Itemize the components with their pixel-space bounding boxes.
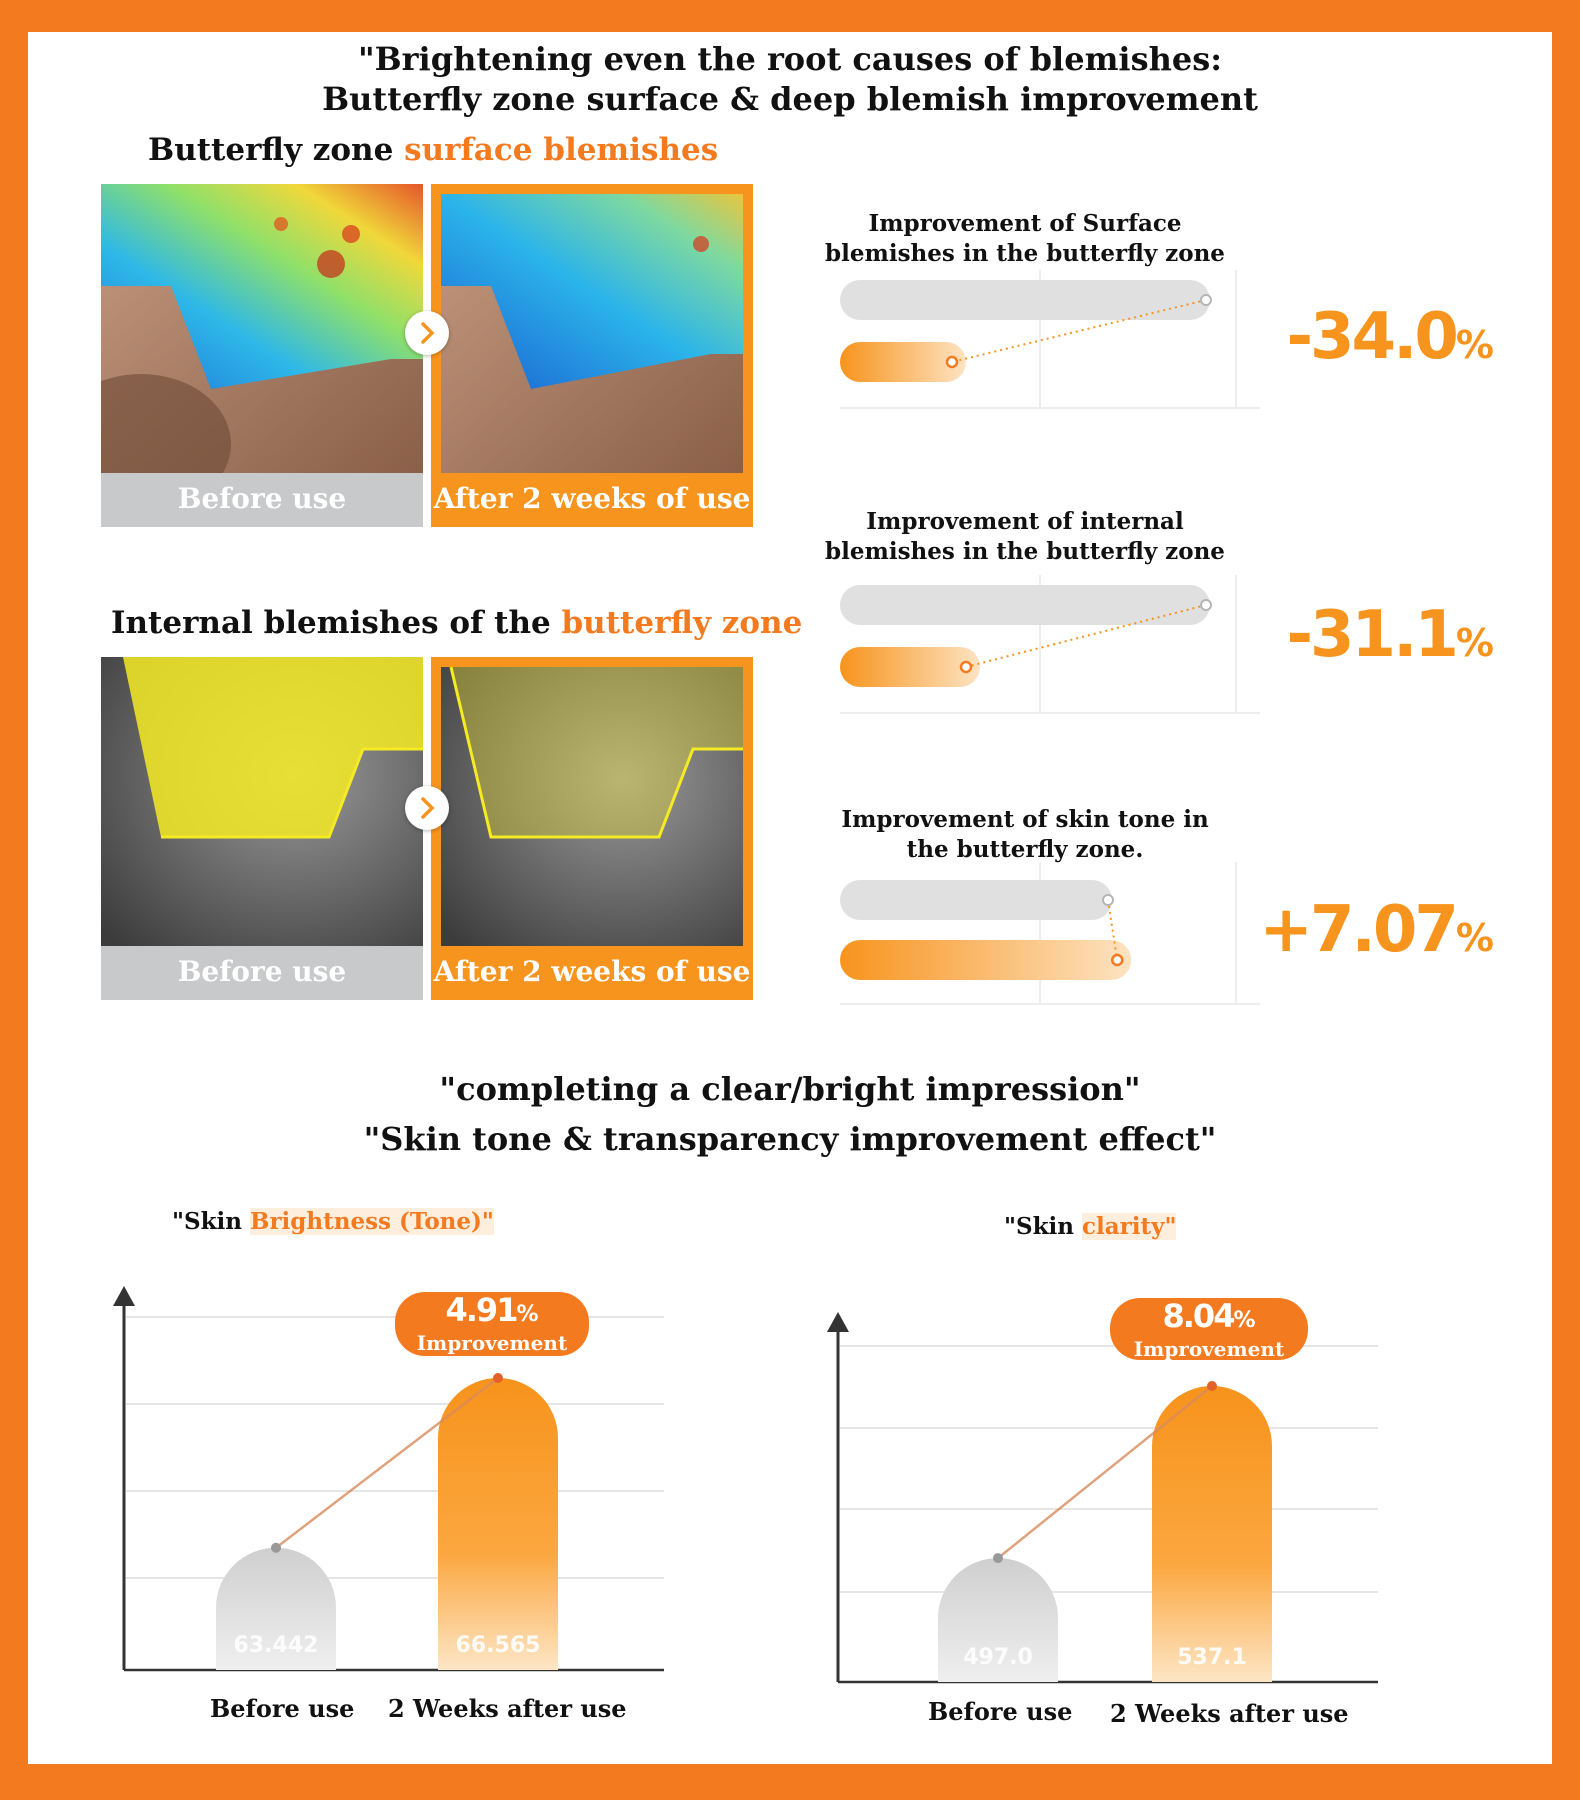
metric-3-value: +7.07% bbox=[1220, 893, 1494, 967]
metric-1-value: -34.0% bbox=[1220, 300, 1494, 374]
chart-2-bar-after bbox=[1152, 1386, 1272, 1682]
surface-compare-arrow-icon bbox=[405, 311, 449, 355]
metric-2-title: Improvement of internal blemishes in the … bbox=[800, 507, 1250, 567]
chart-2-trend-line bbox=[997, 1385, 1213, 1560]
internal-before-label: Before use bbox=[101, 946, 423, 1000]
metric-3-dot-before bbox=[1102, 894, 1114, 906]
chart-2-xlabel-1: 2 Weeks after use bbox=[1110, 1699, 1349, 1728]
surface-title-black: Butterfly zone bbox=[148, 132, 405, 168]
metric-1-dot-before bbox=[1200, 294, 1212, 306]
chart-2-title-highlight: clarity" bbox=[1082, 1213, 1177, 1240]
chart-2-xlabel-0: Before use bbox=[928, 1697, 1073, 1726]
chart-1-bar-after bbox=[438, 1378, 558, 1670]
metric-2-unit: % bbox=[1455, 621, 1494, 665]
metric-1-title-line-2: blemishes in the butterfly zone bbox=[825, 240, 1225, 267]
chart-1-bar-before bbox=[216, 1547, 336, 1670]
metric-1-number: -34.0 bbox=[1286, 300, 1458, 374]
chart-1-badge-value: 4.91% bbox=[395, 1292, 589, 1333]
metric-3-dot-after bbox=[1110, 953, 1124, 967]
internal-section-title: Internal blemishes of the butterfly zone bbox=[111, 605, 802, 641]
section2-line-1: "completing a clear/bright impression" bbox=[439, 1070, 1141, 1108]
chart-2-title: "Skin clarity" bbox=[1004, 1213, 1177, 1240]
chart-2-value-label-after: 537.1 bbox=[1177, 1645, 1247, 1670]
metric-3-bar-chart bbox=[840, 862, 1260, 1005]
metric-2-value: -31.1% bbox=[1220, 598, 1494, 672]
chart-1-point-after bbox=[493, 1373, 503, 1383]
surface-after-label: After 2 weeks of use bbox=[431, 473, 753, 527]
metric-2-bar-chart bbox=[840, 575, 1260, 714]
surface-before-photo bbox=[101, 184, 423, 474]
surface-title-orange: surface blemishes bbox=[404, 132, 719, 168]
chart-2-badge-number: 8.04 bbox=[1162, 1297, 1236, 1335]
metric-3-title-line-1: Improvement of skin tone in bbox=[841, 806, 1209, 833]
chart-1-title-prefix: "Skin bbox=[172, 1208, 250, 1235]
chart-1-improvement-badge: 4.91% Improvement bbox=[395, 1292, 589, 1356]
surface-after-photo bbox=[431, 184, 753, 474]
chart-1-title-highlight: Brightness (Tone)" bbox=[250, 1208, 494, 1235]
chart-1-xlabel-0: Before use bbox=[210, 1694, 355, 1723]
metric-2-number: -31.1 bbox=[1286, 598, 1458, 672]
chart-2-value-label-before: 497.0 bbox=[963, 1645, 1033, 1670]
metric-2-title-line-2: blemishes in the butterfly zone bbox=[825, 538, 1225, 565]
metric-3-title-line-2: the butterfly zone. bbox=[906, 836, 1144, 863]
chart-1-point-before bbox=[271, 1542, 281, 1553]
surface-section-title: Butterfly zone surface blemishes bbox=[148, 132, 718, 168]
chart-2-badge-unit: % bbox=[1233, 1308, 1256, 1333]
metric-2-bar-before bbox=[840, 585, 1210, 625]
metric-2-dot-after bbox=[959, 660, 973, 674]
chart-2-y-axis-arrow-icon bbox=[827, 1312, 849, 1332]
chart-2-point-before bbox=[993, 1553, 1003, 1564]
metric-3-number: +7.07 bbox=[1259, 893, 1459, 967]
chart-1-value-label-after: 66.565 bbox=[456, 1633, 541, 1658]
metric-2-bar-after bbox=[840, 647, 980, 687]
chart-2-improvement-badge: 8.04% Improvement bbox=[1110, 1298, 1308, 1360]
metric-1-title: Improvement of Surface blemishes in the b… bbox=[800, 209, 1250, 269]
internal-after-photo bbox=[431, 657, 753, 947]
chart-1-title: "Skin Brightness (Tone)" bbox=[172, 1208, 494, 1235]
metric-1-connector bbox=[951, 299, 1207, 363]
chart-2-badge-text: Improvement bbox=[1133, 1337, 1285, 1361]
chart-1-y-axis-arrow-icon bbox=[113, 1286, 135, 1306]
metric-3-bar-after bbox=[840, 940, 1132, 980]
metric-1-title-line-1: Improvement of Surface bbox=[868, 210, 1182, 237]
chart-2-bar-before bbox=[938, 1558, 1058, 1682]
internal-before-photo bbox=[101, 657, 423, 947]
metric-2-dot-before bbox=[1200, 599, 1212, 611]
metric-3-bar-before bbox=[840, 880, 1112, 920]
internal-title-black: Internal blemishes of the bbox=[111, 605, 562, 641]
metric-2-title-line-1: Improvement of internal bbox=[866, 508, 1184, 535]
internal-after-label: After 2 weeks of use bbox=[431, 946, 753, 1000]
chart-2-point-after bbox=[1207, 1381, 1217, 1391]
chart-1-trend-line bbox=[275, 1377, 499, 1549]
metric-3-title: Improvement of skin tone in the butterfly… bbox=[800, 805, 1250, 865]
metric-1-bar-before bbox=[840, 280, 1210, 320]
internal-compare-arrow-icon bbox=[405, 786, 449, 830]
metric-1-bar-chart bbox=[840, 270, 1260, 409]
chart-1-value-label-before: 63.442 bbox=[234, 1633, 319, 1658]
metric-1-dot-after bbox=[945, 355, 959, 369]
chart-1-badge-unit: % bbox=[516, 1302, 539, 1327]
header-line-2: Butterfly zone surface & deep blemish im… bbox=[322, 80, 1258, 118]
metric-1-unit: % bbox=[1455, 323, 1494, 367]
surface-before-label: Before use bbox=[101, 473, 423, 527]
chart-1-badge-number: 4.91 bbox=[445, 1291, 519, 1329]
chart-2-title-prefix: "Skin bbox=[1004, 1213, 1082, 1240]
chart-1-svg: 63.442 66.565 bbox=[113, 1286, 664, 1672]
chart-1-xlabel-1: 2 Weeks after use bbox=[388, 1694, 627, 1723]
metric-1-bar-after bbox=[840, 342, 966, 382]
metric-3-connector bbox=[1107, 899, 1119, 961]
chart-2-svg: 497.0 537.1 bbox=[827, 1312, 1378, 1684]
header-line-1: "Brightening even the root causes of ble… bbox=[357, 40, 1223, 78]
metric-3-unit: % bbox=[1455, 916, 1494, 960]
section2-line-2: "Skin tone & transparency improvement ef… bbox=[363, 1120, 1217, 1158]
internal-title-orange: butterfly zone bbox=[561, 605, 803, 641]
chart-1-badge-text: Improvement bbox=[416, 1331, 568, 1355]
chart-2-badge-value: 8.04% bbox=[1110, 1298, 1308, 1339]
